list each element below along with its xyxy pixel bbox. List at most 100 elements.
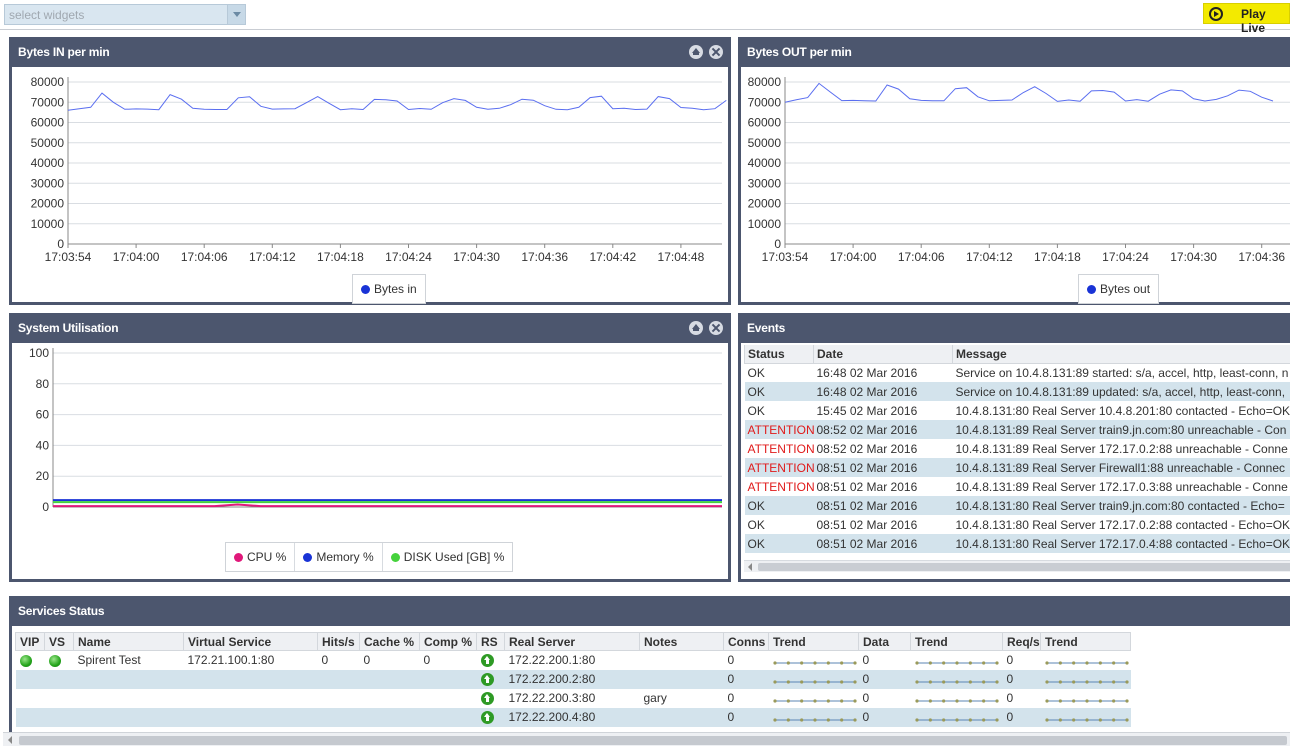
collapse-icon[interactable] [689,321,703,335]
sparkline-point [941,661,945,665]
event-row[interactable]: ATTENTION 08:52 02 Mar 2016 10.4.8.131:8… [744,420,1290,439]
data-trend-sparkline [911,651,1003,670]
column-header-conns[interactable]: Conns [723,632,769,651]
service-row[interactable]: Spirent Test 172.21.100.1:80 0 0 0 172.2… [16,651,1131,670]
legend-item-memory[interactable]: Memory % [294,543,381,571]
sparkline-point [994,718,999,722]
sparkline-point [954,661,959,665]
service-row[interactable]: 172.22.200.4:80 0 0 0 [15,707,1131,727]
service-row[interactable]: 172.22.200.3:80 gary 0 0 0 [16,689,1131,708]
column-header-vs[interactable]: VS [44,632,74,651]
x-tick-label: 17:04:06 [181,250,228,264]
event-row[interactable]: OK 16:48 02 Mar 2016 Service on 10.4.8.1… [745,363,1290,382]
y-tick-label: 60000 [31,116,65,130]
event-message: 10.4.8.131:89 Real Server 172.17.0.3:88 … [955,479,1288,494]
sparkline-point [1098,718,1102,722]
trend-sparkline-chart [1044,661,1129,665]
column-header-cache[interactable]: Cache % [359,632,420,651]
rs-status-cell [477,689,505,708]
y-tick-label: 20000 [748,197,782,211]
events-horizontal-scrollbar[interactable] [744,560,1290,572]
event-message: 10.4.8.131:80 Real Server 172.17.0.2:88 … [955,517,1290,532]
column-header-hits[interactable]: Hits/s [317,632,360,651]
column-header-trend[interactable]: Trend [910,632,1003,651]
chevron-down-icon[interactable] [227,5,245,24]
sparkline-point [1044,718,1049,722]
event-status: ATTENTION [747,479,814,494]
event-row[interactable]: OK 15:45 02 Mar 2016 10.4.8.131:80 Real … [745,401,1290,420]
y-tick-label: 70000 [31,95,65,109]
events-panel-header[interactable]: Events [741,313,1290,343]
event-status: ATTENTION [747,441,814,456]
legend-item-cpu[interactable]: CPU % [226,543,294,571]
play-live-button[interactable]: Play Live [1203,3,1290,35]
top-toolbar: select widgets Play Live [0,0,1290,35]
sparkline-point [812,661,817,665]
legend-item-bytes-in[interactable]: Bytes in [353,275,425,303]
sparkline-point [1044,661,1049,665]
trend-sparkline-chart [772,718,857,722]
sparkline-point [839,699,843,703]
legend-item-bytes-out[interactable]: Bytes out [1079,275,1158,303]
event-message: 10.4.8.131:89 Real Server 172.17.0.2:88 … [955,441,1288,456]
arrow-up-icon [480,711,494,725]
service-name [74,689,184,708]
close-icon[interactable] [709,45,723,59]
event-row[interactable]: ATTENTION 08:52 02 Mar 2016 10.4.8.131:8… [745,439,1290,458]
x-tick-label: 17:03:54 [762,250,809,264]
event-row[interactable]: ATTENTION 08:51 02 Mar 2016 10.4.8.131:8… [744,458,1290,477]
sparkline-point [981,661,985,665]
comp-value [419,669,477,689]
hits-value [318,689,360,708]
column-header-real-server[interactable]: Real Server [504,632,640,651]
event-status: OK [744,496,814,515]
column-header-trend[interactable]: Trend [768,632,859,651]
close-icon[interactable] [709,321,723,335]
event-message: 10.4.8.131:89 Real Server Firewall1:88 u… [952,458,1290,477]
system-panel-header[interactable]: System Utilisation [9,313,731,343]
column-header-message[interactable]: Message [952,345,1290,364]
bytes-out-panel-header[interactable]: Bytes OUT per min [738,37,1290,67]
scroll-left-icon[interactable] [8,736,12,744]
event-row[interactable]: OK 16:48 02 Mar 2016 Service on 10.4.8.1… [744,382,1290,401]
service-row[interactable]: 172.22.200.2:80 0 0 0 [15,669,1131,689]
event-message: 10.4.8.131:89 Real Server train9.jn.com:… [952,420,1290,439]
virtual-service [184,689,318,708]
service-name [73,707,184,727]
sparkline-point [852,680,857,684]
column-header-status[interactable]: Status [744,345,814,364]
reqs-value: 0 [1002,669,1041,689]
collapse-icon[interactable] [689,45,703,59]
sparkline-point [981,718,985,722]
event-date: 08:52 02 Mar 2016 [813,420,953,439]
column-header-trend[interactable]: Trend [1040,632,1131,651]
column-header-reqs[interactable]: Req/s [1002,632,1041,651]
event-row[interactable]: OK 08:51 02 Mar 2016 10.4.8.131:80 Real … [745,515,1290,534]
column-header-virtual-service[interactable]: Virtual Service [183,632,318,651]
column-header-vip[interactable]: VIP [15,632,45,651]
legend-item-disk[interactable]: DISK Used [GB] % [381,543,513,571]
column-header-name[interactable]: Name [73,632,184,651]
legend-dot-icon [390,552,400,562]
scrollbar-thumb[interactable] [19,736,1287,745]
sparkline-point [994,680,999,684]
page-horizontal-scrollbar[interactable] [3,732,1290,746]
services-panel-header[interactable]: Services Status [12,596,1290,626]
column-header-notes[interactable]: Notes [639,632,724,651]
bytes-in-panel-header[interactable]: Bytes IN per min [9,37,731,67]
select-widgets-dropdown[interactable]: select widgets [4,4,246,25]
reqs-value: 0 [1002,707,1041,727]
event-row[interactable]: OK 08:51 02 Mar 2016 10.4.8.131:80 Real … [744,534,1290,553]
column-header-date[interactable]: Date [813,345,953,364]
notes-value [639,707,724,727]
system-title: System Utilisation [18,321,119,335]
event-row[interactable]: OK 08:51 02 Mar 2016 10.4.8.131:80 Real … [744,496,1290,515]
sparkline-point [981,680,985,684]
scroll-left-icon[interactable] [748,563,752,571]
column-header-data[interactable]: Data [858,632,911,651]
y-tick-label: 40000 [748,156,782,170]
event-row[interactable]: ATTENTION 08:51 02 Mar 2016 10.4.8.131:8… [745,477,1290,496]
column-header-comp[interactable]: Comp % [419,632,477,651]
column-header-rs[interactable]: RS [476,632,505,651]
scrollbar-thumb[interactable] [758,563,1290,571]
